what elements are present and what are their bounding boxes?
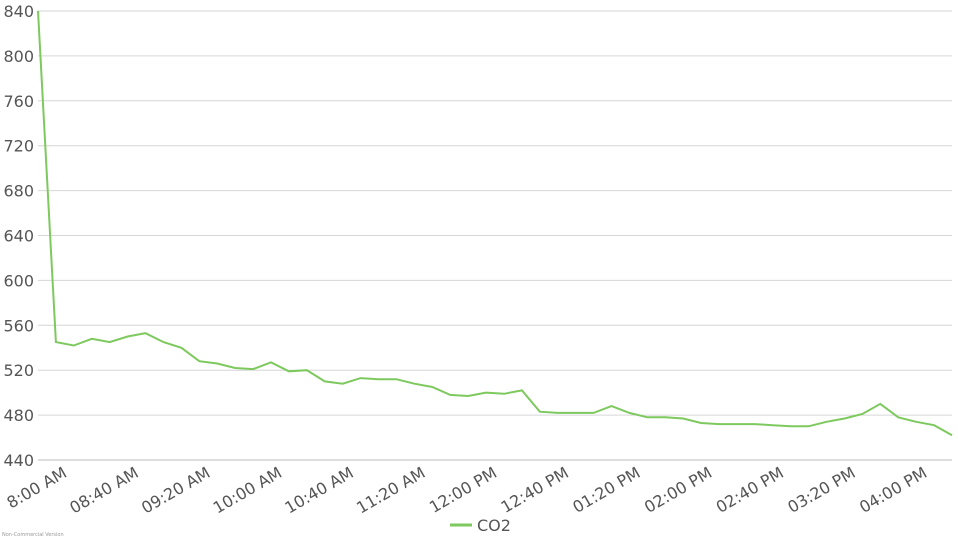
y-tick-label: 840 (3, 2, 34, 21)
x-tick-label: 03:20 PM (784, 463, 858, 517)
x-tick-label: 01:20 PM (569, 463, 643, 517)
y-tick-label: 640 (3, 227, 34, 246)
x-tick-label: 12:00 PM (426, 463, 500, 517)
x-tick-label: 8:00 AM (4, 463, 70, 512)
x-tick-label: 08:40 AM (66, 463, 141, 517)
data-line (37, 10, 953, 437)
y-tick-label: 440 (3, 451, 34, 470)
watermark: Non-Commercial Version (2, 532, 64, 538)
y-tick-label: 480 (3, 406, 34, 425)
x-tick-label: 04:00 PM (856, 463, 930, 517)
y-tick-label: 520 (3, 361, 34, 380)
y-tick-label: 720 (3, 137, 34, 156)
x-tick-label: 10:40 AM (281, 463, 356, 517)
y-tick-label: 800 (3, 47, 34, 66)
x-tick-label: 12:40 PM (498, 463, 572, 517)
y-tick-label: 680 (3, 182, 34, 201)
legend-label: CO2 (477, 516, 511, 535)
y-tick-label: 560 (3, 316, 34, 335)
x-tick-label: 02:40 PM (713, 463, 787, 517)
x-tick-label: 02:00 PM (641, 463, 715, 517)
y-tick-label: 600 (3, 271, 34, 290)
x-tick-label: 09:20 AM (138, 463, 213, 517)
x-tick-label: 11:20 AM (353, 463, 428, 517)
y-tick-label: 760 (3, 92, 34, 111)
x-tick-label: 10:00 AM (210, 463, 285, 517)
